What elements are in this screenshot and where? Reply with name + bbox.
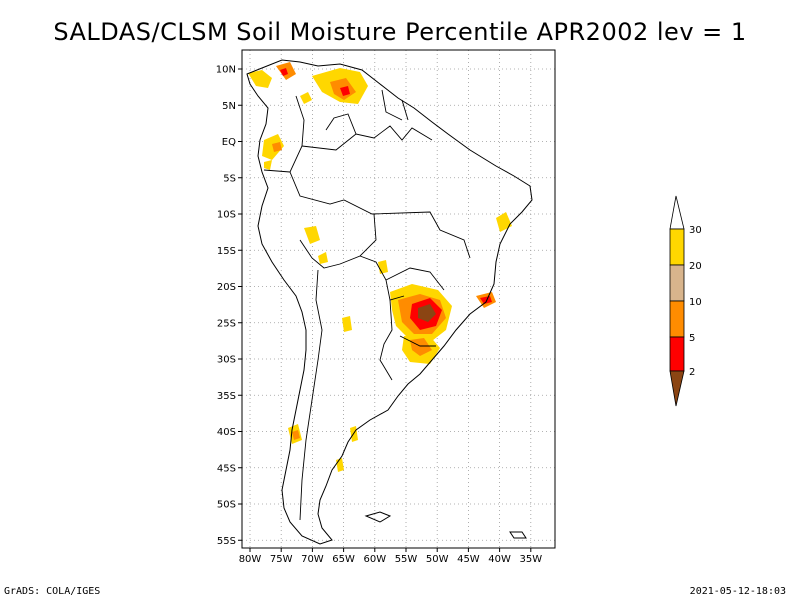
lat-label: 45S [217,463,236,474]
south-georgia [509,531,527,539]
lon-label: 70W [301,554,324,565]
lon-label: 80W [239,554,262,565]
lat-label: 55S [217,536,236,547]
lat-label: 35S [217,391,236,402]
country-borders [263,89,471,521]
lat-label: 25S [217,318,236,329]
lon-label: 45W [457,554,480,565]
lat-label: 40S [217,427,236,438]
lat-label: 20S [217,282,236,293]
colorbar-label: 10 [689,297,702,308]
lat-label: 10N [216,65,236,76]
lon-label: 40W [488,554,511,565]
lon-label: 65W [332,554,355,565]
lon-label: 60W [363,554,386,565]
footer-credit: GrADS: COLA/IGES [4,586,101,597]
map-title: SALDAS/CLSM Soil Moisture Percentile APR… [53,18,747,46]
colorbar-label: 30 [689,225,702,236]
lat-label: EQ [222,137,236,148]
lat-label: 5S [223,173,236,184]
latitude-labels: 10N 5N EQ 5S 10S 15S 20S 25S 30S 35S 40S 45S 50S 55S [216,65,236,547]
lat-label: 10S [217,210,236,221]
map-frame [241,49,556,549]
colorbar [669,195,685,407]
lat-label: 5N [222,101,236,112]
footer-timestamp: 2021-05-12-18:03 [689,586,786,597]
lat-label: 15S [217,246,236,257]
colorbar-label: 20 [689,261,702,272]
shaded-areas [248,62,512,472]
continent-outline [246,59,533,545]
colorbar-labels: 30 20 10 5 2 [689,225,702,378]
lon-label: 75W [270,554,293,565]
colorbar-label: 5 [689,333,695,344]
lon-label: 50W [426,554,449,565]
lat-label: 30S [217,355,236,366]
falkland-islands [364,511,392,523]
lon-label: 35W [519,554,542,565]
longitude-labels: 80W 75W 70W 65W 60W 55W 50W 45W 40W 35W [239,554,543,565]
lat-label: 50S [217,500,236,511]
lon-label: 55W [395,554,418,565]
colorbar-label: 2 [689,367,695,378]
